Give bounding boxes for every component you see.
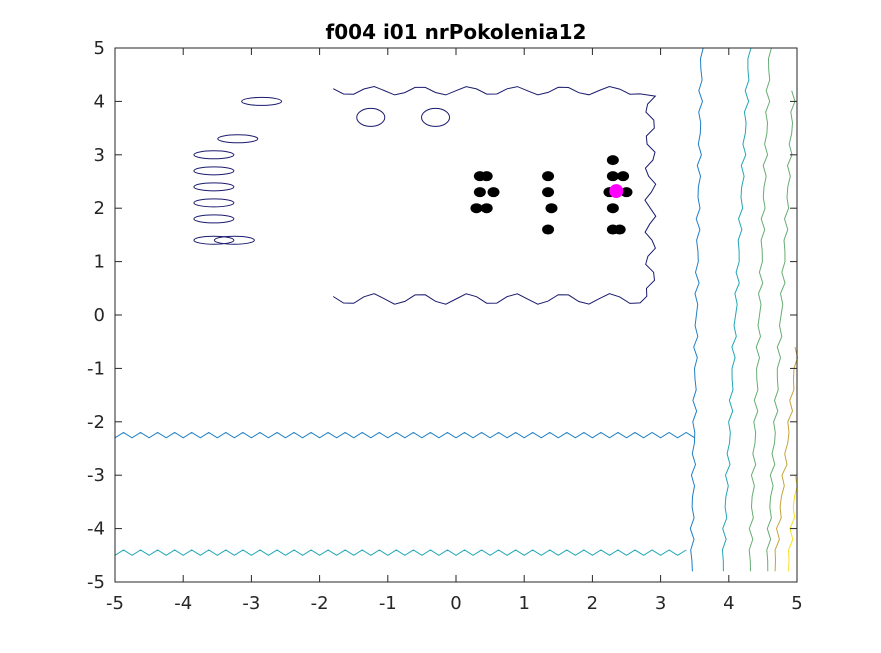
contour-blob: [193, 166, 235, 176]
contour-level-3: [114, 549, 687, 556]
y-tick-label: 1: [94, 252, 105, 273]
x-tick-label: 0: [450, 593, 461, 614]
x-tick-label: -2: [311, 593, 329, 614]
y-tick-label: -3: [87, 465, 105, 486]
population-point: [487, 187, 500, 198]
x-tick-label: 5: [791, 593, 802, 614]
population-point: [613, 224, 626, 235]
population-point: [480, 171, 493, 182]
population-point: [617, 171, 630, 182]
plot-area: [115, 48, 797, 582]
contour-level-2: [114, 431, 695, 439]
contour-level-6: [788, 475, 798, 572]
x-tick-label: -4: [174, 593, 192, 614]
contour-blob: [193, 182, 235, 192]
chart-title: f004 i01 nrPokolenia12: [326, 20, 587, 44]
contour-blob: [217, 134, 259, 144]
x-axis: -5 -4 -3 -2 -1 0 1 2 3 4 5: [106, 48, 803, 614]
population-point: [606, 171, 619, 182]
contour-level-3-right: [721, 47, 752, 572]
y-tick-label: 4: [94, 91, 105, 112]
x-tick-label: 1: [518, 593, 529, 614]
population-point: [480, 203, 493, 214]
contour-blob: [193, 235, 235, 245]
y-tick-label: -4: [87, 519, 105, 540]
y-tick-label: -2: [87, 412, 105, 433]
y-tick-label: 5: [94, 38, 105, 59]
contour-blob: [421, 107, 451, 127]
x-tick-label: -3: [242, 593, 260, 614]
contour-level-1: [332, 85, 657, 305]
population-markers: [470, 155, 633, 235]
contour-level-5: [774, 346, 799, 572]
contour-level-4b: [766, 90, 796, 572]
x-tick-label: 2: [587, 593, 598, 614]
contour-blob: [193, 214, 235, 224]
population-point: [542, 187, 555, 198]
population-point: [542, 171, 555, 182]
y-tick-label: -5: [87, 572, 105, 593]
y-tick-label: 0: [94, 305, 105, 326]
y-axis: -5 -4 -3 -2 -1 0 1 2 3 4 5: [87, 38, 797, 593]
population-point: [606, 203, 619, 214]
contour-lines: [114, 47, 799, 572]
population-point: [542, 224, 555, 235]
population-point: [545, 203, 558, 214]
x-tick-label: -1: [379, 593, 397, 614]
contour-level-4: [748, 47, 772, 572]
population-point: [473, 187, 486, 198]
contour-blob: [241, 96, 283, 106]
contour-blob: [213, 235, 255, 245]
y-tick-label: 2: [94, 198, 105, 219]
contour-level-2-right: [689, 47, 704, 572]
contour-blob: [356, 107, 386, 127]
contour-blob: [193, 198, 235, 208]
population-point: [470, 203, 483, 214]
x-tick-label: -5: [106, 593, 124, 614]
x-tick-label: 4: [723, 593, 734, 614]
y-tick-label: 3: [94, 145, 105, 166]
population-point: [606, 155, 619, 166]
best-point-marker: [609, 184, 624, 199]
population-point: [620, 187, 633, 198]
y-tick-label: -1: [87, 358, 105, 379]
x-tick-label: 3: [655, 593, 666, 614]
contour-blob: [193, 150, 235, 160]
